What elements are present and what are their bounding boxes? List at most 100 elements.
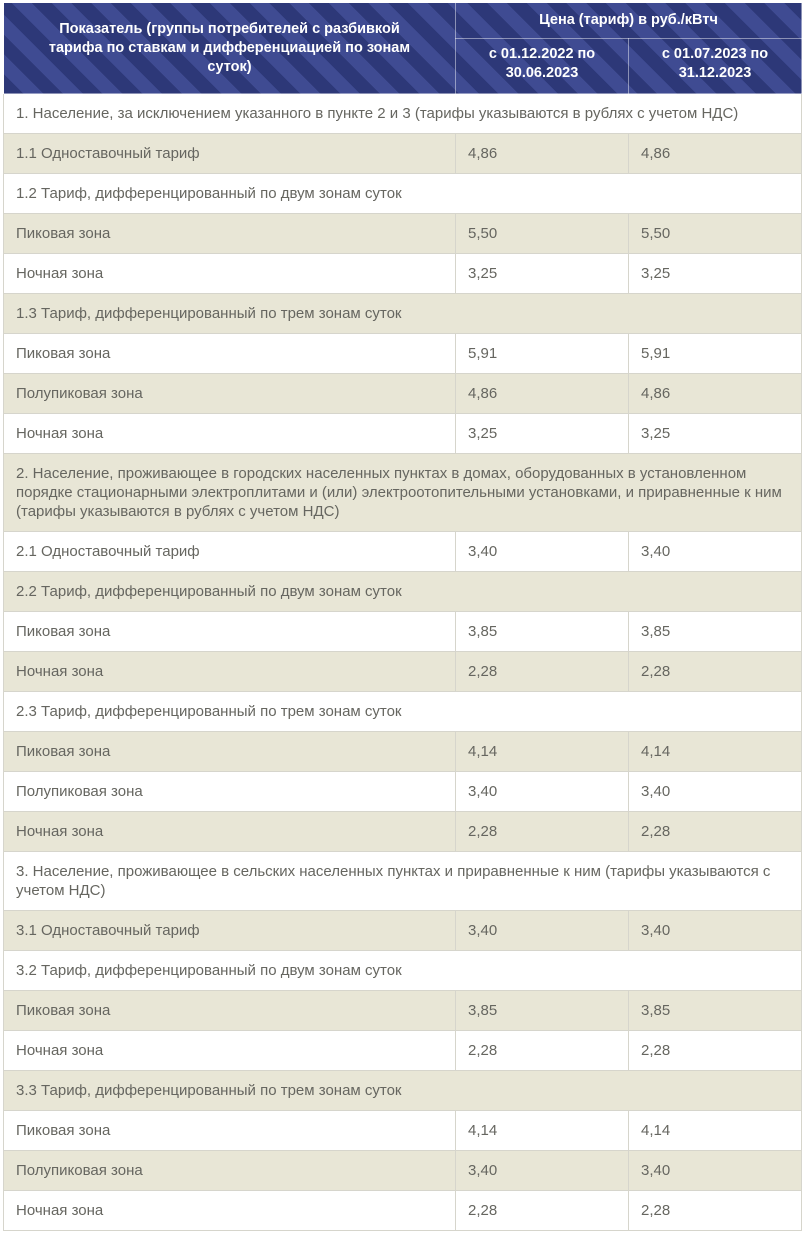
tariff-value-period-2: 3,40 — [628, 910, 802, 951]
tariff-label-cell: Пиковая зона — [3, 731, 456, 772]
tariff-value-period-2: 3,85 — [628, 611, 802, 652]
section-label-cell: 1.2 Тариф, дифференцированный по двум зо… — [3, 173, 802, 214]
tariff-row: Полупиковая зона 3,40 3,40 — [3, 771, 802, 812]
tariff-value-period-1: 4,86 — [455, 133, 629, 174]
tariff-label-cell: 2.1 Одноставочный тариф — [3, 531, 456, 572]
section-label-cell: 1. Население, за исключением указанного … — [3, 93, 802, 134]
tariff-value-period-2: 2,28 — [628, 651, 802, 692]
tariff-label-cell: 1.1 Одноставочный тариф — [3, 133, 456, 174]
tariff-row: Пиковая зона 3,85 3,85 — [3, 990, 802, 1031]
header-indicator-label: Показатель (группы потребителей с разбив… — [48, 20, 411, 75]
tariff-value-period-2: 3,40 — [628, 1150, 802, 1191]
tariff-value-period-2: 4,86 — [628, 373, 802, 414]
tariff-label-cell: Пиковая зона — [3, 213, 456, 254]
tariff-label-cell: Ночная зона — [3, 1030, 456, 1071]
tariff-row: 2.1 Одноставочный тариф 3,40 3,40 — [3, 531, 802, 572]
tariff-label-cell: Ночная зона — [3, 1190, 456, 1231]
tariff-value-period-2: 4,14 — [628, 1110, 802, 1151]
tariff-label-cell: Ночная зона — [3, 413, 456, 454]
tariff-label-cell: Ночная зона — [3, 651, 456, 692]
section-label-cell: 2.3 Тариф, дифференцированный по трем зо… — [3, 691, 802, 732]
tariff-value-period-2: 4,86 — [628, 133, 802, 174]
tariff-value-period-2: 5,50 — [628, 213, 802, 254]
tariff-value-period-1: 3,85 — [455, 990, 629, 1031]
header-indicator-cell: Показатель (группы потребителей с разбив… — [3, 2, 456, 94]
header-row-top: Показатель (группы потребителей с разбив… — [3, 2, 802, 94]
section-label-cell: 3.3 Тариф, дифференцированный по трем зо… — [3, 1070, 802, 1111]
subsection-row: 3.2 Тариф, дифференцированный по двум зо… — [3, 950, 802, 991]
tariff-value-period-2: 3,85 — [628, 990, 802, 1031]
header-price-group-label: Цена (тариф) в руб./кВтч — [539, 12, 718, 28]
tariff-value-period-1: 3,40 — [455, 910, 629, 951]
section-row: 3. Население, проживающее в сельских нас… — [3, 851, 802, 911]
subsection-row: 1.3 Тариф, дифференцированный по трем зо… — [3, 293, 802, 334]
tariff-row: Ночная зона 2,28 2,28 — [3, 1030, 802, 1071]
tariff-value-period-2: 5,91 — [628, 333, 802, 374]
tariff-row: Ночная зона 2,28 2,28 — [3, 811, 802, 852]
tariff-row: Полупиковая зона 3,40 3,40 — [3, 1150, 802, 1191]
tariff-value-period-1: 2,28 — [455, 1030, 629, 1071]
tariff-value-period-2: 2,28 — [628, 1030, 802, 1071]
tariff-table: Показатель (группы потребителей с разбив… — [3, 2, 802, 1231]
subsection-row: 2.2 Тариф, дифференцированный по двум зо… — [3, 571, 802, 612]
tariff-label-cell: Полупиковая зона — [3, 373, 456, 414]
tariff-value-period-1: 3,40 — [455, 1150, 629, 1191]
tariff-value-period-1: 2,28 — [455, 811, 629, 852]
tariff-row: 1.1 Одноставочный тариф 4,86 4,86 — [3, 133, 802, 174]
header-period-1-label: с 01.12.2022 по 30.06.2023 — [488, 46, 596, 81]
tariff-value-period-2: 3,40 — [628, 771, 802, 812]
tariff-value-period-1: 4,14 — [455, 731, 629, 772]
tariff-value-period-2: 3,25 — [628, 413, 802, 454]
table-header: Показатель (группы потребителей с разбив… — [3, 2, 802, 94]
section-label-cell: 1.3 Тариф, дифференцированный по трем зо… — [3, 293, 802, 334]
tariff-value-period-1: 5,91 — [455, 333, 629, 374]
tariff-label-cell: Пиковая зона — [3, 611, 456, 652]
section-label-cell: 2. Население, проживающее в городских на… — [3, 453, 802, 532]
tariff-value-period-1: 5,50 — [455, 213, 629, 254]
tariff-row: Полупиковая зона 4,86 4,86 — [3, 373, 802, 414]
tariff-value-period-1: 4,14 — [455, 1110, 629, 1151]
tariff-row: Пиковая зона 4,14 4,14 — [3, 1110, 802, 1151]
tariff-value-period-1: 3,25 — [455, 413, 629, 454]
tariff-row: Ночная зона 3,25 3,25 — [3, 253, 802, 294]
tariff-value-period-1: 3,40 — [455, 531, 629, 572]
tariff-label-cell: Полупиковая зона — [3, 771, 456, 812]
tariff-value-period-2: 3,25 — [628, 253, 802, 294]
tariff-row: Ночная зона 3,25 3,25 — [3, 413, 802, 454]
tariff-value-period-1: 3,85 — [455, 611, 629, 652]
tariff-value-period-2: 2,28 — [628, 1190, 802, 1231]
subsection-row: 2.3 Тариф, дифференцированный по трем зо… — [3, 691, 802, 732]
tariff-value-period-1: 2,28 — [455, 651, 629, 692]
section-label-cell: 2.2 Тариф, дифференцированный по двум зо… — [3, 571, 802, 612]
header-period-2-label: с 01.07.2023 по 31.12.2023 — [661, 46, 769, 81]
tariff-label-cell: Ночная зона — [3, 811, 456, 852]
tariff-label-cell: Пиковая зона — [3, 1110, 456, 1151]
header-price-group-cell: Цена (тариф) в руб./кВтч — [455, 2, 802, 39]
tariff-label-cell: Ночная зона — [3, 253, 456, 294]
subsection-row: 1.2 Тариф, дифференцированный по двум зо… — [3, 173, 802, 214]
tariff-row: Пиковая зона 5,91 5,91 — [3, 333, 802, 374]
tariff-value-period-1: 2,28 — [455, 1190, 629, 1231]
tariff-value-period-1: 3,40 — [455, 771, 629, 812]
section-row: 1. Население, за исключением указанного … — [3, 93, 802, 134]
tariff-label-cell: 3.1 Одноставочный тариф — [3, 910, 456, 951]
tariff-value-period-2: 2,28 — [628, 811, 802, 852]
section-row: 2. Население, проживающее в городских на… — [3, 453, 802, 532]
tariff-row: 3.1 Одноставочный тариф 3,40 3,40 — [3, 910, 802, 951]
tariff-value-period-1: 4,86 — [455, 373, 629, 414]
tariff-label-cell: Пиковая зона — [3, 333, 456, 374]
header-period-2-cell: с 01.07.2023 по 31.12.2023 — [628, 38, 802, 94]
section-label-cell: 3. Население, проживающее в сельских нас… — [3, 851, 802, 911]
tariff-value-period-1: 3,25 — [455, 253, 629, 294]
header-period-1-cell: с 01.12.2022 по 30.06.2023 — [455, 38, 629, 94]
tariff-label-cell: Пиковая зона — [3, 990, 456, 1031]
tariff-row: Ночная зона 2,28 2,28 — [3, 1190, 802, 1231]
tariff-row: Пиковая зона 5,50 5,50 — [3, 213, 802, 254]
tariff-row: Ночная зона 2,28 2,28 — [3, 651, 802, 692]
header-row-periods: с 01.12.2022 по 30.06.2023 с 01.07.2023 … — [4, 38, 802, 94]
subsection-row: 3.3 Тариф, дифференцированный по трем зо… — [3, 1070, 802, 1111]
tariff-value-period-2: 3,40 — [628, 531, 802, 572]
tariff-table-body: 1. Население, за исключением указанного … — [3, 93, 802, 1231]
tariff-row: Пиковая зона 4,14 4,14 — [3, 731, 802, 772]
